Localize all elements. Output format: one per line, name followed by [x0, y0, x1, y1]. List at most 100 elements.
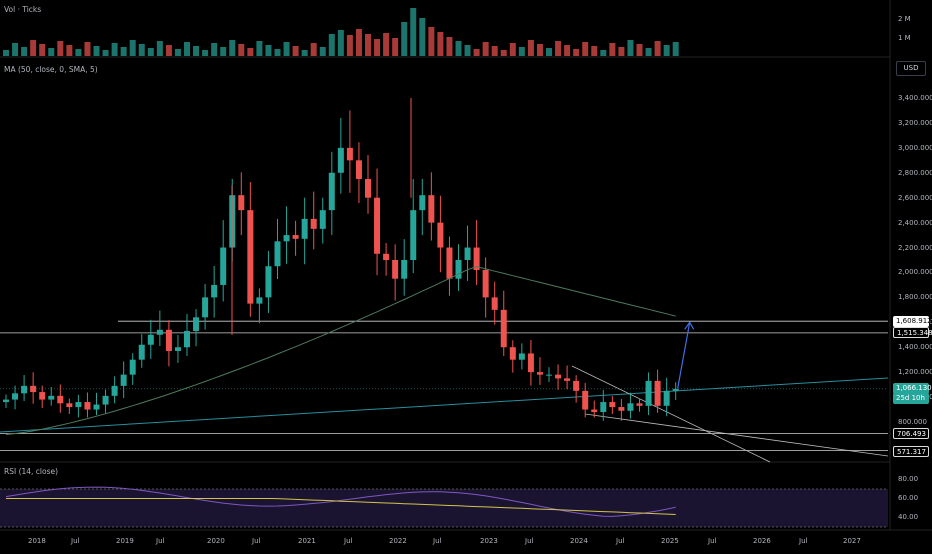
- candles: [3, 98, 679, 421]
- volume-bar: [482, 42, 489, 56]
- price-tag-resistance: 1,515.348: [893, 327, 932, 338]
- volume-bar: [500, 50, 507, 56]
- candle-body: [337, 147, 344, 173]
- volume-bar: [3, 50, 9, 56]
- candle-body: [663, 390, 670, 406]
- volume-bar: [30, 40, 37, 56]
- candle-body: [238, 195, 245, 211]
- volume-bar: [84, 42, 91, 56]
- projection-arrow[interactable]: [677, 321, 695, 389]
- candle-body: [491, 297, 498, 310]
- candle-body: [546, 374, 552, 376]
- candle-body: [84, 402, 91, 410]
- volume-bar: [256, 41, 263, 56]
- volume-bar: [328, 34, 335, 56]
- volume-bar: [509, 43, 516, 56]
- price-tag-support1: 706.493: [893, 428, 929, 439]
- candle-body: [464, 247, 471, 260]
- volume-bar: [392, 38, 399, 56]
- candle-body: [265, 266, 272, 298]
- volume-bar: [75, 49, 82, 56]
- candle-body: [120, 374, 127, 386]
- currency-button[interactable]: USD: [896, 61, 926, 76]
- time-tick: 2021: [298, 537, 316, 545]
- candle-body: [283, 235, 290, 242]
- volume-bar: [582, 42, 589, 56]
- time-tick: 2019: [116, 537, 134, 545]
- volume-bar: [446, 37, 453, 56]
- candle-body: [184, 331, 190, 348]
- price-tick: 3,400.000: [898, 94, 932, 102]
- volume-bar: [636, 44, 643, 56]
- price-tick: 1,200.000: [898, 368, 932, 377]
- volume-bar: [527, 40, 534, 56]
- volume-bar: [645, 48, 652, 56]
- rsi-title[interactable]: RSI (14, close): [4, 467, 59, 476]
- volume-bar: [337, 30, 344, 56]
- candle-body: [392, 260, 399, 279]
- volume-bar: [555, 41, 562, 56]
- volume-bar: [428, 27, 435, 56]
- rsi-tick-40: 40.00: [898, 513, 919, 521]
- volume-bar: [211, 43, 218, 56]
- volume-bar: [346, 35, 353, 56]
- candle-body: [3, 399, 9, 403]
- time-tick: Jul: [433, 537, 442, 545]
- price-tag-target: 1,608.912: [893, 316, 932, 327]
- volume-bar: [12, 43, 19, 56]
- candle-body: [12, 393, 19, 400]
- volume-bar: [165, 45, 172, 56]
- candle-body: [527, 353, 534, 373]
- volume-title[interactable]: Vol · Ticks: [4, 5, 42, 14]
- candle-body: [292, 235, 299, 239]
- time-tick: Jul: [799, 537, 808, 545]
- price-tag-support2: 571.317: [893, 446, 929, 457]
- candle-body: [428, 195, 435, 223]
- wedge-lower: [584, 413, 889, 457]
- volume-bar: [193, 46, 200, 56]
- candle-body: [591, 409, 598, 413]
- price-tick: 2,800.000: [898, 168, 932, 177]
- candle-body: [39, 392, 46, 400]
- candle-body: [627, 403, 634, 411]
- volume-bar: [265, 45, 272, 56]
- candle-body: [156, 329, 163, 335]
- candle-body: [256, 297, 263, 304]
- volume-bars: [3, 8, 679, 56]
- volume-bar: [455, 41, 462, 56]
- vol-tick-2m: 2 M: [898, 15, 911, 23]
- candle-body: [138, 344, 145, 360]
- volume-bar: [93, 46, 100, 56]
- candle-body: [30, 385, 37, 393]
- volume-bar: [536, 44, 543, 56]
- volume-bar: [663, 45, 670, 56]
- volume-bar: [609, 43, 616, 56]
- volume-bar: [573, 49, 580, 56]
- price-tick: 1,400.000: [898, 343, 932, 352]
- volume-bar: [21, 47, 28, 56]
- rsi-line: [5, 486, 676, 517]
- volume-bar: [410, 8, 417, 56]
- candle-body: [500, 309, 507, 348]
- volume-bar: [247, 48, 254, 56]
- candle-body: [319, 210, 326, 229]
- candle-body: [301, 218, 308, 239]
- arrow-shaft: [677, 322, 691, 389]
- candle-body: [174, 347, 181, 351]
- candle-body: [509, 347, 516, 360]
- volume-bar: [147, 48, 154, 56]
- candle-body: [419, 195, 426, 211]
- volume-bar: [292, 46, 299, 56]
- volume-bar: [310, 43, 317, 56]
- time-tick: Jul: [616, 537, 625, 545]
- candle-body: [102, 395, 109, 405]
- volume-bar: [184, 42, 190, 56]
- candle-body: [355, 160, 362, 179]
- volume-bar: [120, 47, 127, 56]
- candle-body: [618, 407, 625, 411]
- ma-title[interactable]: MA (50, close, 0, SMA, 5): [4, 65, 98, 74]
- candle-body: [365, 179, 371, 198]
- rsi-tick-80: 80.00: [898, 475, 919, 483]
